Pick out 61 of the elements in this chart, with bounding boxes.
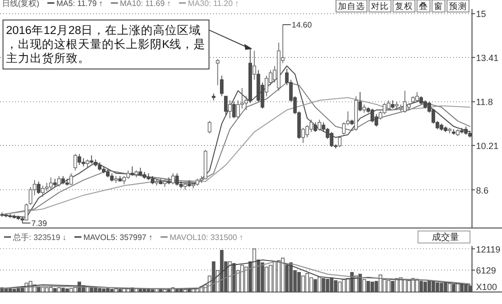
candlestick [49,176,53,190]
y-tick-label: 10.21 [476,140,499,151]
candlestick [212,93,216,101]
y-tick-label: X100 [476,282,498,292]
y-tick-label: 6129 [476,266,496,276]
candlestick [69,172,73,186]
candlestick [330,132,334,148]
y-tick-label: 15 [476,9,486,20]
candlestick [175,172,179,186]
annotation: 对比 [371,1,389,11]
candlestick [342,122,346,136]
candlestick [130,166,134,176]
candlestick [252,50,256,80]
candlestick [301,127,305,144]
candlestick [220,75,224,97]
candlestick [310,119,314,132]
y-tick-label: 12119 [476,244,500,254]
candlestick [386,100,390,110]
candlestick [244,96,248,110]
candlestick [40,185,44,198]
candlestick [78,154,82,166]
candlestick [114,176,118,184]
y-tick-label: 13.41 [476,52,499,63]
legend-label: 总手: 323519 ↓ [12,233,66,242]
annotation: 复权 [395,1,413,11]
candlestick [338,136,342,148]
candlestick [318,119,322,132]
candlestick [314,122,318,132]
candlestick [36,181,40,194]
text: 成交量 [432,232,459,242]
y-tick-label: 8.6 [476,185,489,196]
y-tick-label: 11.8 [476,97,493,108]
candlestick [90,154,94,164]
candlestick [167,176,171,185]
candlestick [82,158,86,167]
annotation: 预测 [449,1,467,11]
annotation: 7.39 [31,219,48,228]
legend-label: MA5: 11.79 ↑ [56,0,103,8]
candlestick [216,58,220,86]
candlestick [171,172,175,185]
annotation: 叠 [419,1,428,11]
annotation: 窗 [434,1,443,11]
legend-label: MA30: 11.20 ↑ [188,0,239,8]
legend-label: MAVOL5: 357997 ↑ [83,233,153,242]
candlestick [232,101,236,119]
annotation: 2016年12月28日，在上涨的高位区域，出现的这根天量的长上影阴K线，是主力出货所致。 [6,23,206,65]
candlestick [228,100,232,119]
annotation: 加自选 [338,1,365,11]
candlestick [403,90,407,114]
legend-label: MAVOL10: 331500 ↑ [170,233,244,242]
candlestick [57,176,61,187]
annotation: 14.60 [292,20,312,30]
candlestick [370,108,374,123]
candlestick [358,92,362,112]
candlestick [224,96,228,116]
candlestick [74,154,78,171]
candlestick [374,114,378,127]
candlestick [208,120,212,134]
legend-label: MA10: 11.69 ↑ [120,0,171,8]
candlestick [415,92,419,102]
candlestick [305,124,309,138]
